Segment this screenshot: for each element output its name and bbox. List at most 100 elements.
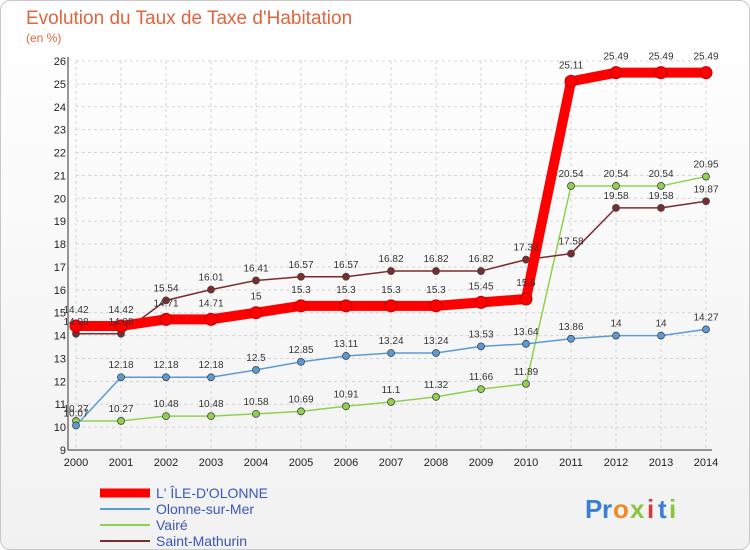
data-label: 10.48 xyxy=(153,399,178,410)
y-tick-label: 10 xyxy=(54,422,66,434)
logo-letter: r xyxy=(602,494,612,524)
data-label: 15.3 xyxy=(336,285,356,296)
y-tick-label: 14 xyxy=(54,331,66,343)
data-point xyxy=(432,267,440,275)
chart-subtitle: (en %) xyxy=(26,31,61,45)
legend: L' ÎLE-D'OLONNEOlonne-sur-MerVairéSaint-… xyxy=(100,485,268,549)
data-label: 16.82 xyxy=(468,254,493,265)
data-label: 25.49 xyxy=(603,52,628,63)
x-tick-label: 2004 xyxy=(244,457,268,469)
data-label: 10.58 xyxy=(243,397,268,408)
data-label: 16.82 xyxy=(378,254,403,265)
data-label: 20.95 xyxy=(693,160,718,171)
data-label: 10.69 xyxy=(288,394,313,405)
data-label: 20.54 xyxy=(558,169,583,180)
data-label: 15 xyxy=(250,292,262,303)
data-label: 10.07 xyxy=(63,409,88,420)
data-label: 11.66 xyxy=(469,372,494,383)
data-label: 14.71 xyxy=(153,298,178,309)
data-point xyxy=(69,319,83,333)
data-label: 13.11 xyxy=(334,339,359,350)
data-label: 17.58 xyxy=(558,237,583,248)
legend-label: Vairé xyxy=(156,517,188,533)
data-label: 12.18 xyxy=(108,360,133,371)
data-point xyxy=(702,197,710,206)
data-point xyxy=(567,249,575,258)
data-label: 13.86 xyxy=(558,322,583,333)
data-label: 19.87 xyxy=(693,184,718,195)
data-label: 16.82 xyxy=(423,254,448,265)
data-label: 20.54 xyxy=(603,169,628,180)
data-point xyxy=(612,331,620,340)
y-tick-label: 18 xyxy=(54,239,66,251)
logo-letter: i xyxy=(647,494,654,524)
x-tick-label: 2012 xyxy=(604,457,628,469)
data-label: 13.64 xyxy=(513,327,538,338)
legend-label: Saint-Mathurin xyxy=(156,533,247,549)
data-label: 10.91 xyxy=(333,389,358,400)
data-label: 12.85 xyxy=(288,345,313,356)
data-point xyxy=(342,352,350,360)
data-labels: 14.42 14.42 14.71 14.71 15 15.3 15.3 15.3 15.3 15… xyxy=(63,52,718,420)
legend-label: L' ÎLE-D'OLONNE xyxy=(156,485,268,501)
data-label: 11.89 xyxy=(514,367,539,378)
data-label: 14 xyxy=(655,319,667,330)
data-point xyxy=(654,66,668,80)
y-tick-label: 26 xyxy=(54,56,66,68)
data-label: 25.11 xyxy=(559,60,584,71)
data-label: 15.3 xyxy=(381,285,401,296)
legend-label: Olonne-sur-Mer xyxy=(156,501,254,517)
data-label: 14.08 xyxy=(63,317,88,328)
y-tick-label: 19 xyxy=(54,216,66,228)
data-label: 14.27 xyxy=(693,312,718,323)
data-label: 13.53 xyxy=(468,329,493,340)
x-tick-label: 2006 xyxy=(334,457,358,469)
logo-letter: i xyxy=(669,494,676,524)
data-label: 11.1 xyxy=(382,385,401,396)
data-point xyxy=(564,74,578,88)
data-point xyxy=(117,373,125,382)
x-tick-label: 2000 xyxy=(64,457,88,469)
data-label: 13.24 xyxy=(378,336,403,347)
y-tick-label: 9 xyxy=(60,445,66,457)
data-point xyxy=(297,272,305,281)
data-point xyxy=(252,366,260,374)
y-tick-label: 15 xyxy=(54,308,66,320)
data-label: 15.3 xyxy=(426,285,446,296)
data-point xyxy=(117,417,125,425)
x-tick-label: 2010 xyxy=(514,457,538,469)
data-label: 16.01 xyxy=(198,273,223,284)
y-tick-label: 17 xyxy=(54,262,66,274)
x-tick-label: 2007 xyxy=(379,457,403,469)
x-tick-label: 2014 xyxy=(694,457,718,469)
data-point xyxy=(207,373,215,382)
data-label: 14.42 xyxy=(63,305,88,316)
data-point xyxy=(702,172,710,181)
data-point xyxy=(387,398,395,406)
data-point xyxy=(384,299,398,313)
data-point xyxy=(162,296,170,305)
data-point xyxy=(657,182,665,190)
data-point xyxy=(162,412,170,421)
data-point xyxy=(342,272,350,281)
data-point xyxy=(297,407,305,416)
data-point xyxy=(477,267,485,275)
data-label: 20.54 xyxy=(648,169,673,180)
data-label: 14.42 xyxy=(108,305,133,316)
data-label: 10.27 xyxy=(108,404,133,415)
data-point xyxy=(114,319,128,333)
data-point xyxy=(612,182,620,190)
data-point xyxy=(699,66,713,80)
data-label: 14.71 xyxy=(198,298,223,309)
data-label: 15.45 xyxy=(468,281,493,292)
data-label: 12.5 xyxy=(246,353,266,364)
x-tick-label: 2002 xyxy=(154,457,178,469)
data-label: 12.18 xyxy=(198,360,223,371)
y-tick-label: 20 xyxy=(54,193,66,205)
y-tick-label: 23 xyxy=(54,125,66,137)
data-point xyxy=(387,267,395,275)
y-tick-label: 21 xyxy=(54,170,66,182)
data-point xyxy=(162,373,170,382)
